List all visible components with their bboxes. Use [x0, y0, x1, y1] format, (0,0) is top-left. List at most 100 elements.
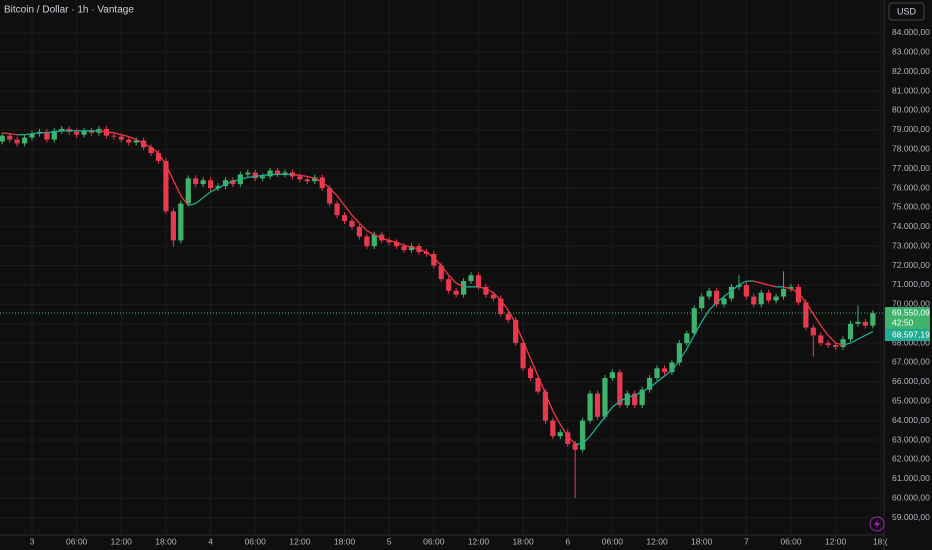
candle-body [207, 180, 214, 189]
x-tick-label: 06:00 [245, 536, 267, 546]
candle-body [312, 177, 318, 182]
candle-body [862, 321, 868, 326]
moving-average [373, 233, 383, 240]
candle-body [386, 240, 392, 243]
candle-body [170, 211, 176, 241]
y-tick-label: 82.000,00 [892, 66, 930, 76]
candle-body [222, 180, 229, 187]
candle-body [7, 135, 13, 140]
moving-average [135, 138, 144, 145]
x-tick-label: 18:00 [155, 536, 177, 546]
x-tick-label: 18:00 [691, 536, 713, 546]
moving-average [768, 284, 777, 288]
moving-average [314, 177, 323, 183]
y-tick-label: 76.000,00 [892, 182, 930, 192]
y-tick-label: 73.000,00 [892, 240, 930, 250]
candle-body [431, 253, 437, 266]
candle-body [550, 420, 556, 437]
y-tick-label: 68.000,00 [892, 337, 930, 347]
currency-button[interactable] [888, 2, 925, 21]
moving-average [128, 136, 137, 141]
candle-body [587, 393, 593, 421]
candle-body [260, 176, 266, 179]
moving-average [307, 175, 315, 179]
candle-body [14, 139, 20, 144]
candle-body [111, 135, 117, 137]
moving-average [46, 131, 55, 134]
x-tick-label: 18:00 [334, 536, 356, 546]
moving-average [731, 284, 740, 292]
moving-average [455, 282, 464, 288]
candle-body [795, 286, 802, 303]
moving-average [820, 325, 829, 336]
moving-average [522, 340, 532, 359]
moving-average [351, 214, 360, 224]
moving-average [358, 222, 368, 232]
candle-body [788, 286, 794, 289]
moving-average [411, 246, 420, 250]
candle-body [349, 220, 355, 227]
candle-body [51, 130, 57, 140]
candle-body [245, 172, 251, 175]
candle-body [609, 372, 616, 378]
candle-body [490, 294, 496, 299]
moving-average [247, 175, 256, 179]
moving-average [210, 187, 219, 193]
moving-average [634, 390, 643, 397]
candle-body [148, 147, 154, 154]
x-tick-label: 12:00 [289, 536, 311, 546]
chart-title: Bitcoin / Dollar · 1h · Vantage [4, 5, 134, 16]
moving-average [418, 248, 427, 253]
moving-average [225, 180, 234, 185]
candle-body [371, 234, 377, 247]
moving-average [827, 334, 837, 344]
moving-average [641, 387, 650, 393]
y-tick-label: 62.000,00 [892, 454, 930, 464]
candle-body [684, 333, 690, 344]
currency-label[interactable]: USD [897, 6, 917, 16]
moving-average [723, 290, 732, 298]
last-price-label: 69.550,09 [892, 307, 930, 317]
x-tick-label: 18:00 [512, 536, 534, 546]
x-tick-label: 5 [387, 536, 392, 546]
moving-average [708, 301, 718, 311]
candle-body [572, 443, 578, 450]
moving-average [671, 360, 680, 371]
candle-body [126, 139, 132, 143]
moving-average [381, 237, 390, 241]
ma-value-label: 68.597,19 [892, 329, 930, 339]
moving-average [448, 274, 457, 284]
candle-body [460, 281, 467, 295]
candle-body [818, 335, 824, 344]
y-tick-label: 63.000,00 [892, 434, 930, 444]
y-tick-label: 78.000,00 [892, 144, 930, 154]
candle-body [21, 137, 28, 144]
candle-body [810, 327, 816, 336]
candle-body [527, 368, 534, 378]
moving-average [321, 181, 331, 189]
y-tick-label: 70.000,00 [892, 299, 930, 309]
y-tick-label: 80.000,00 [892, 105, 930, 115]
moving-average [2, 132, 10, 135]
candle-body [706, 290, 712, 297]
candle-body [193, 178, 199, 185]
candle-body [341, 215, 348, 221]
moving-average [790, 288, 799, 294]
candle-body [639, 389, 645, 406]
lightning-icon[interactable] [874, 519, 880, 529]
moving-average [396, 241, 405, 246]
moving-average [500, 300, 509, 311]
candle-body [647, 377, 653, 390]
moving-average [157, 152, 167, 166]
x-tick-label: 06:00 [602, 536, 624, 546]
y-tick-label: 81.000,00 [892, 85, 930, 95]
x-tick-label: 12:00 [825, 536, 847, 546]
y-tick-label: 79.000,00 [892, 124, 930, 134]
candle-body [557, 432, 563, 437]
moving-average [389, 239, 397, 243]
moving-average [292, 173, 300, 177]
moving-average [143, 142, 152, 148]
lightning-icon[interactable] [869, 516, 885, 532]
candle-body [617, 372, 623, 406]
